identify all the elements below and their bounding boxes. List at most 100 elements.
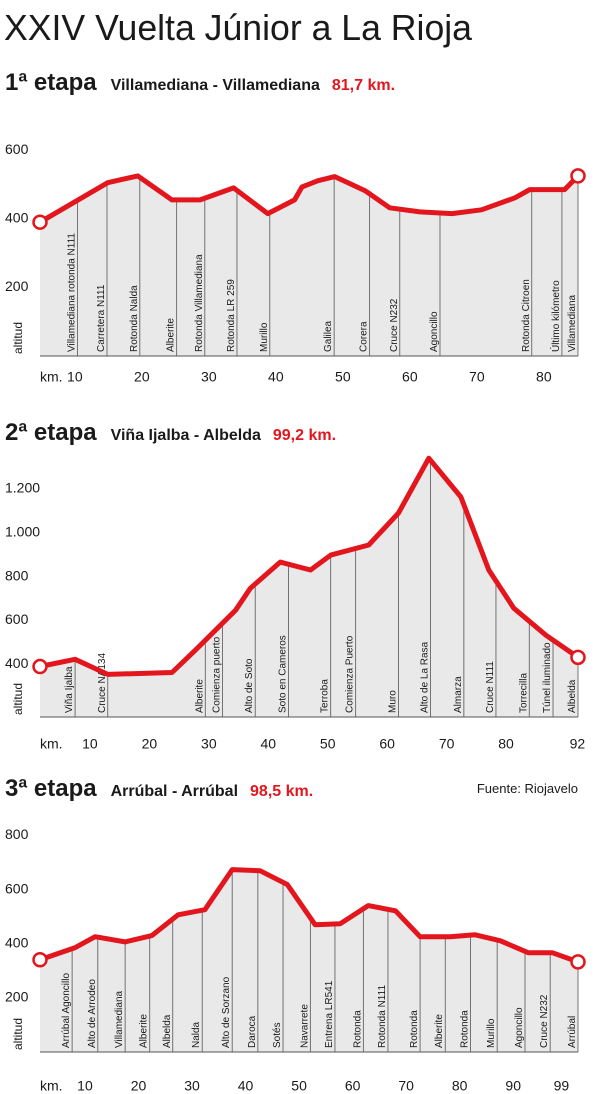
x-axis-label: km. [40, 1078, 63, 1094]
waypoint-label: Sotés [272, 1022, 283, 1048]
waypoint-label: Muro [387, 690, 398, 713]
x-axis-label: km. [40, 736, 63, 752]
waypoint-label: Cruce NA134 [97, 653, 108, 713]
x-tick-label: 60 [402, 369, 418, 385]
y-axis-label: altitud [11, 322, 25, 354]
x-tick-label: 50 [320, 736, 336, 752]
stage: 2ª etapa [5, 419, 97, 446]
waypoint-label: Viña Ijalba [64, 666, 75, 713]
waypoint-label: Torrecilla [518, 673, 529, 713]
stage: 1ª etapa [5, 69, 97, 96]
x-tick-label: 30 [184, 1078, 200, 1094]
distance: 99,2 km. [273, 427, 336, 444]
waypoint-label: Túnel iluminado [542, 642, 553, 713]
waypoint-label: Nalda [191, 1021, 202, 1048]
waypoint-label: Cruce N232 [539, 994, 550, 1048]
waypoint-label: Arrúbal Agoncillo [61, 973, 72, 1048]
waypoint-label: Agoncillo [429, 311, 440, 352]
profile-line [39, 867, 579, 965]
waypoint-label: Carretera N111 [96, 284, 107, 352]
endpoint [32, 951, 48, 968]
x-tick-label: 40 [238, 1078, 254, 1094]
y-tick-label: 400 [5, 655, 29, 671]
x-tick-label: 80 [498, 736, 514, 752]
x-tick-label: 20 [142, 736, 158, 752]
stage-header: 3ª etapa Arrúbal - Arrúbal 98,5 km. [5, 775, 313, 802]
stage: 3ª etapa [5, 775, 97, 802]
waypoint-label: Alberite [434, 1014, 445, 1048]
y-tick-label: 400 [5, 934, 29, 950]
x-axis-label: km. [40, 369, 63, 385]
source: Fuente: Riojavelo [477, 781, 578, 796]
waypoint-label: Comienza Puerto [345, 635, 356, 713]
waypoint-label: Alto de Arrodeo [87, 979, 98, 1048]
x-tick-label: 70 [439, 736, 455, 752]
x-tick-label: 20 [131, 1078, 147, 1094]
distance: 98,5 km. [250, 783, 313, 800]
waypoint-label: Rotonda N111 [377, 985, 388, 1048]
profile-area [40, 458, 578, 717]
y-tick-label: 200 [5, 989, 29, 1005]
route: Villamediana - Villamediana [111, 77, 320, 94]
y-tick-label: 600 [5, 880, 29, 896]
x-tick-label: 70 [469, 369, 485, 385]
y-axis-label: altitud [11, 683, 25, 715]
waypoint-label: Rotonda Nalda [129, 285, 140, 352]
waypoint-label: Murillo [486, 1018, 497, 1048]
waypoint-label: Villamediana [114, 990, 125, 1048]
x-tick-label: 90 [505, 1078, 521, 1094]
y-tick-label: 600 [5, 141, 29, 157]
waypoint-label: Terroba [320, 679, 331, 713]
endpoint [570, 954, 586, 970]
waypoint-label: Último kilómetro [549, 280, 562, 352]
y-tick-label: 1.000 [5, 523, 40, 539]
route: Arrúbal - Arrúbal [111, 783, 238, 800]
profile-line [38, 173, 580, 225]
x-tick-label: 50 [291, 1078, 307, 1094]
page-title: XXIV Vuelta Júnior a La Rioja [4, 7, 473, 48]
waypoint-label: Albelda [162, 1014, 173, 1048]
waypoint-label: Agoncillo [514, 1007, 525, 1048]
waypoint-label: Alberite [139, 1014, 150, 1048]
waypoint-label: Alberite [194, 679, 205, 713]
y-tick-label: 800 [5, 567, 29, 583]
endpoint [570, 168, 586, 184]
stage-header: 1ª etapa Villamediana - Villamediana 81,7 … [5, 69, 395, 96]
endpoint [570, 649, 586, 666]
distance: 81,7 km. [332, 77, 395, 94]
waypoint-label: Alto de La Rasa [420, 641, 431, 713]
waypoint-label: Villamediana [567, 294, 578, 352]
y-axis-label: altitud [11, 1018, 25, 1050]
waypoint-label: Comienza puerto [212, 636, 223, 713]
waypoint-label: Arrúbal [567, 1016, 578, 1048]
endpoint [32, 214, 48, 230]
stage-header: 2ª etapa Viña Ijalba - Albelda 99,2 km. [5, 419, 336, 446]
route: Viña Ijalba - Albelda [111, 427, 261, 444]
waypoint-label: Cruce N111 [485, 661, 496, 713]
waypoint-label: Almarza [453, 676, 464, 713]
waypoint-label: Navarrete [299, 1004, 310, 1048]
x-tick-label: 30 [201, 736, 217, 752]
x-tick-label: 40 [268, 369, 284, 385]
waypoint-label: Rotonda Citroen [521, 279, 532, 352]
y-tick-label: 1.200 [5, 480, 40, 496]
x-tick-label: 10 [82, 736, 98, 752]
waypoint-label: Rotonda Villamediana [194, 254, 205, 352]
x-tick-label: 50 [335, 369, 351, 385]
waypoint-label: Alto de Sorzano [221, 976, 232, 1048]
waypoint-label: Murillo [259, 322, 270, 352]
waypoint-label: Rotonda [459, 1010, 470, 1048]
waypoint-label: Rotonda [409, 1010, 420, 1048]
waypoint-label: Galilea [323, 320, 334, 352]
x-tick-label: 10 [77, 1078, 93, 1094]
y-tick-label: 200 [5, 278, 29, 294]
x-tick-label: 60 [345, 1078, 361, 1094]
waypoint-label: Villamediana rotonda N111 [67, 233, 78, 352]
y-tick-label: 400 [5, 209, 29, 225]
waypoint-label: Cruce N232 [389, 298, 400, 352]
waypoint-label: Alberite [166, 318, 177, 352]
x-tick-label: 30 [201, 369, 217, 385]
waypoint-label: Albelda [567, 679, 578, 713]
x-tick-label: 60 [379, 736, 395, 752]
